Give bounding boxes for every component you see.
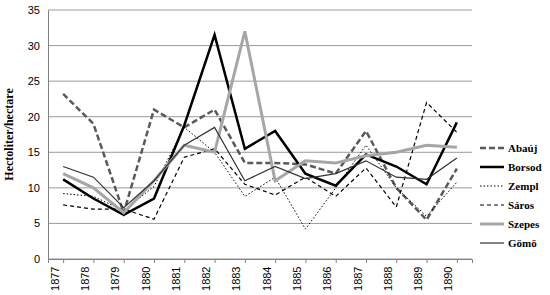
tick-label: 1888 bbox=[382, 267, 394, 291]
tick-label: 1879 bbox=[109, 267, 121, 291]
tick-mark bbox=[305, 259, 306, 263]
tick: 1886 bbox=[321, 259, 336, 291]
legend-item: Borsod bbox=[480, 161, 542, 173]
tick-label: 1883 bbox=[230, 267, 242, 291]
tick-label: 1885 bbox=[291, 267, 303, 291]
series-line bbox=[63, 127, 457, 207]
legend-label: Borsod bbox=[508, 161, 542, 173]
legend-swatch bbox=[480, 147, 504, 150]
legend-item: Gömö bbox=[480, 237, 537, 249]
tick-mark bbox=[457, 259, 458, 263]
tick: 1879 bbox=[109, 259, 124, 291]
tick-mark bbox=[366, 259, 367, 263]
tick: 1883 bbox=[230, 259, 245, 291]
tick-label: 0 bbox=[34, 253, 40, 265]
tick: 1880 bbox=[140, 259, 155, 291]
tick-label: 1890 bbox=[442, 267, 454, 291]
tick-mark bbox=[245, 259, 246, 263]
tick-mark bbox=[63, 259, 64, 263]
tick-label: 5 bbox=[34, 217, 40, 229]
tick: 1887 bbox=[352, 259, 367, 291]
tick: 30 bbox=[28, 40, 48, 52]
tick: 1889 bbox=[412, 259, 427, 291]
grid-line bbox=[48, 81, 472, 82]
grid-line bbox=[48, 187, 472, 188]
tick-label: 1881 bbox=[170, 267, 182, 291]
y-axis: 0 5 10 15 20 25 30 35 bbox=[28, 4, 49, 265]
series-line bbox=[63, 127, 457, 229]
tick: 25 bbox=[28, 75, 48, 87]
tick-label: 30 bbox=[28, 40, 40, 52]
plot-area: 0510152025303518771878187918801881188218… bbox=[28, 4, 473, 291]
tick-mark bbox=[215, 259, 216, 263]
series-line bbox=[63, 31, 457, 212]
legend-swatch bbox=[480, 166, 504, 169]
legend-label: Sáros bbox=[508, 199, 535, 211]
tick: 10 bbox=[28, 182, 48, 194]
tick-mark bbox=[275, 259, 276, 263]
tick: 1881 bbox=[170, 259, 185, 291]
legend-item: Abaúj bbox=[480, 142, 537, 154]
legend-label: Zempl bbox=[508, 180, 539, 192]
tick-label: 1889 bbox=[412, 267, 424, 291]
lines bbox=[63, 31, 457, 229]
grid bbox=[48, 10, 472, 259]
tick: 1878 bbox=[79, 259, 94, 291]
series-line bbox=[63, 102, 457, 219]
axis-line bbox=[49, 260, 473, 264]
tick: 35 bbox=[28, 4, 48, 16]
tick-label: 1880 bbox=[140, 267, 152, 291]
tick: 20 bbox=[28, 111, 48, 123]
x-axis: 1877 1878 1879 1880 1881 1882 1883 1884 1885 1886… bbox=[49, 259, 473, 291]
grid-line bbox=[48, 223, 472, 224]
grid-line bbox=[48, 10, 472, 11]
tick-mark bbox=[427, 259, 428, 263]
legend-item: Sáros bbox=[480, 199, 535, 211]
tick-label: 35 bbox=[28, 4, 40, 16]
tick-label: 15 bbox=[28, 146, 40, 158]
tick-mark bbox=[396, 259, 397, 263]
tick: 1890 bbox=[442, 259, 457, 291]
tick: 1885 bbox=[291, 259, 306, 291]
tick-mark bbox=[336, 259, 337, 263]
tick: 1882 bbox=[200, 259, 215, 291]
legend-item: Zempl bbox=[480, 180, 539, 192]
tick-label: 1877 bbox=[49, 267, 61, 291]
series-line bbox=[63, 35, 457, 215]
grid-line bbox=[48, 152, 472, 153]
chart-container: 0510152025303518771878187918801881188218… bbox=[0, 0, 550, 295]
tick: 1888 bbox=[382, 259, 397, 291]
tick-label: 25 bbox=[28, 75, 40, 87]
tick-mark bbox=[124, 259, 125, 263]
legend-swatch bbox=[480, 186, 504, 187]
tick-label: 10 bbox=[28, 182, 40, 194]
legend-swatch bbox=[480, 204, 504, 205]
legend: Abaúj Borsod Zempl Sáros Szepes Gömö bbox=[480, 142, 542, 249]
chart-svg: 0510152025303518771878187918801881188218… bbox=[0, 0, 550, 295]
tick-label: 1882 bbox=[200, 267, 212, 291]
tick-label: 1884 bbox=[261, 267, 273, 291]
legend-item: Szepes bbox=[480, 218, 540, 230]
grid-line bbox=[48, 45, 472, 46]
tick-label: 20 bbox=[28, 111, 40, 123]
tick: 1884 bbox=[261, 259, 276, 291]
legend-label: Szepes bbox=[508, 218, 540, 230]
tick: 0 bbox=[34, 253, 48, 265]
tick-mark bbox=[184, 259, 185, 263]
tick-label: 1878 bbox=[79, 267, 91, 291]
tick: 1877 bbox=[49, 259, 64, 291]
legend-label: Gömö bbox=[508, 237, 537, 249]
tick: 5 bbox=[34, 217, 48, 229]
tick: 15 bbox=[28, 146, 48, 158]
legend-swatch bbox=[480, 242, 504, 243]
tick-label: 1886 bbox=[321, 267, 333, 291]
legend-swatch bbox=[480, 223, 504, 226]
axis-line bbox=[48, 11, 49, 260]
grid-line bbox=[48, 116, 472, 117]
tick-mark bbox=[93, 259, 94, 263]
legend-label: Abaúj bbox=[508, 142, 537, 154]
tick-label: 1887 bbox=[352, 267, 364, 291]
tick-mark bbox=[154, 259, 155, 263]
y-axis-title: Hectoliter/hectare bbox=[2, 88, 16, 181]
